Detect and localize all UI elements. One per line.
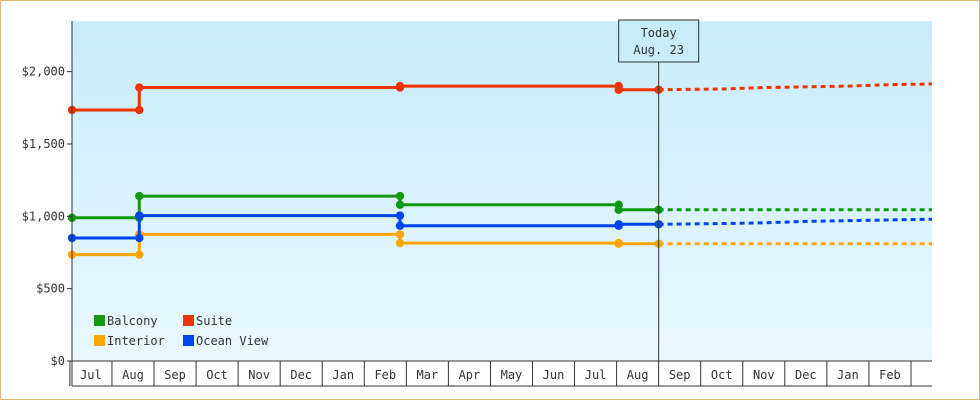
data-point-balcony: [395, 200, 405, 209]
series-layer: [67, 81, 933, 259]
month-label: Dec: [290, 368, 312, 382]
month-label: Jan: [332, 368, 354, 382]
data-point-balcony: [135, 191, 144, 201]
y-tick-label: $2,000: [22, 65, 65, 79]
data-point-ocean-view: [135, 211, 144, 220]
month-label: Apr: [459, 368, 481, 382]
legend-label-suite: Suite: [196, 314, 232, 328]
data-point-interior: [395, 238, 405, 248]
month-label: Nov: [753, 368, 775, 382]
month-label: Aug: [122, 368, 144, 382]
data-point-interior: [395, 230, 405, 239]
data-point-ocean-view: [395, 211, 405, 220]
data-point-ocean-view: [614, 220, 623, 229]
month-label: Dec: [795, 368, 817, 382]
month-label: Oct: [206, 368, 228, 382]
data-point-suite: [135, 83, 144, 92]
today-label: Today: [641, 26, 677, 40]
data-point-ocean-view: [395, 221, 405, 230]
data-point-suite: [135, 105, 144, 115]
month-label: Sep: [669, 368, 691, 382]
month-label: Sep: [164, 368, 186, 382]
month-label: Jan: [837, 368, 859, 382]
month-label: Aug: [627, 368, 649, 382]
data-point-balcony: [395, 191, 405, 201]
legend-swatch-suite: [183, 315, 194, 326]
month-label: Nov: [248, 368, 270, 382]
month-label: Jul: [585, 368, 607, 382]
y-tick-label: $1,500: [22, 137, 65, 151]
legend: Balcony Suite Interior Ocean View: [94, 314, 269, 348]
month-label: Feb: [374, 368, 396, 382]
month-label: Jun: [543, 368, 565, 382]
y-tick-label: $500: [36, 282, 65, 296]
month-label: Mar: [417, 368, 439, 382]
legend-swatch-balcony: [94, 315, 105, 326]
data-point-balcony: [614, 205, 623, 215]
data-point-interior: [135, 250, 144, 259]
data-point-suite: [614, 85, 623, 94]
month-label: May: [501, 368, 523, 382]
today-callout: [618, 19, 700, 63]
data-point-ocean-view: [135, 233, 144, 243]
series-forecast-suite: [658, 82, 933, 92]
legend-label-balcony: Balcony: [107, 314, 158, 328]
series-forecast-ocean-view: [658, 217, 933, 226]
legend-swatch-ocean-view: [183, 335, 194, 346]
axes-layer: $0 $500 $1,000 $1,500 $2,000 Jul Aug Sep Oct Nov D…: [22, 21, 932, 387]
y-tick-label: $0: [51, 354, 65, 368]
month-label: Jul: [80, 368, 102, 382]
month-label: Feb: [879, 368, 901, 382]
month-label: Oct: [711, 368, 733, 382]
data-point-interior: [614, 239, 623, 249]
y-tick-label: $1,000: [22, 209, 65, 223]
legend-label-interior: Interior: [107, 334, 165, 348]
plot-area: [72, 21, 932, 361]
today-marker: Today Aug. 23: [618, 19, 700, 361]
legend-swatch-interior: [94, 335, 105, 346]
data-point-suite: [395, 81, 405, 91]
legend-label-ocean-view: Ocean View: [196, 334, 269, 348]
today-date: Aug. 23: [633, 43, 684, 57]
